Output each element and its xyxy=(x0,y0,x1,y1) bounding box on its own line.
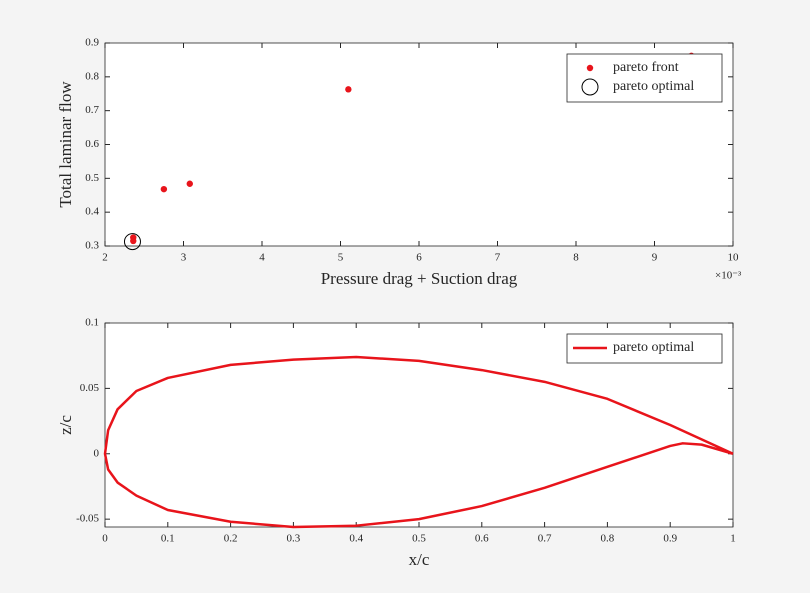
y-tick-label: 0.9 xyxy=(85,37,99,49)
y-tick-label: 0.3 xyxy=(85,240,99,252)
x-tick-label: 7 xyxy=(495,252,501,264)
y-tick-label: 0 xyxy=(94,447,100,459)
y-tick-label: 0.05 xyxy=(80,382,100,394)
legend-swatch xyxy=(581,78,599,96)
x-axis-label: Pressure drag + Suction drag xyxy=(321,269,518,288)
x-tick-label: 0.8 xyxy=(601,533,615,545)
x-tick-label: 0.7 xyxy=(538,533,552,545)
x-tick-label: 0 xyxy=(102,533,108,545)
y-tick-label: 0.6 xyxy=(85,138,99,150)
legend-swatch xyxy=(586,64,594,72)
pareto-point xyxy=(130,234,137,241)
y-tick-label: 0.5 xyxy=(85,172,99,184)
y-axis-label: Total laminar flow xyxy=(56,81,75,208)
x-tick-label: 8 xyxy=(573,252,579,264)
x-tick-label: 4 xyxy=(259,252,265,264)
x-tick-label: 0.4 xyxy=(349,533,363,545)
pareto-point xyxy=(160,185,168,193)
x-tick-label: 0.1 xyxy=(161,533,175,545)
legend-label: pareto front xyxy=(613,60,679,75)
x-tick-label: 10 xyxy=(728,252,740,264)
x-tick-label: 0.3 xyxy=(287,533,301,545)
x-tick-label: 1 xyxy=(730,533,736,545)
x-exponent: ×10⁻³ xyxy=(715,270,742,282)
legend-label: pareto optimal xyxy=(613,79,694,94)
x-tick-label: 0.5 xyxy=(412,533,426,545)
airfoil-line xyxy=(103,355,734,529)
x-tick-label: 0.6 xyxy=(475,533,489,545)
y-tick-label: 0.7 xyxy=(85,104,99,116)
pareto-point xyxy=(186,180,193,187)
y-tick-label: -0.05 xyxy=(76,513,99,525)
x-axis-label: x/c xyxy=(409,550,430,569)
x-tick-label: 0.9 xyxy=(663,533,677,545)
y-axis-label: z/c xyxy=(56,415,75,435)
x-tick-label: 9 xyxy=(652,252,658,264)
x-tick-label: 0.2 xyxy=(224,533,238,545)
y-tick-label: 0.4 xyxy=(85,206,99,218)
y-tick-label: 0.1 xyxy=(85,317,99,329)
y-tick-label: 0.8 xyxy=(85,70,99,82)
x-tick-label: 6 xyxy=(416,252,422,264)
x-tick-label: 3 xyxy=(181,252,187,264)
pareto-optimal-marker xyxy=(123,233,141,251)
x-tick-label: 2 xyxy=(102,252,108,264)
pareto-point xyxy=(345,86,352,93)
legend-label: pareto optimal xyxy=(613,340,694,355)
x-tick-label: 5 xyxy=(338,252,344,264)
